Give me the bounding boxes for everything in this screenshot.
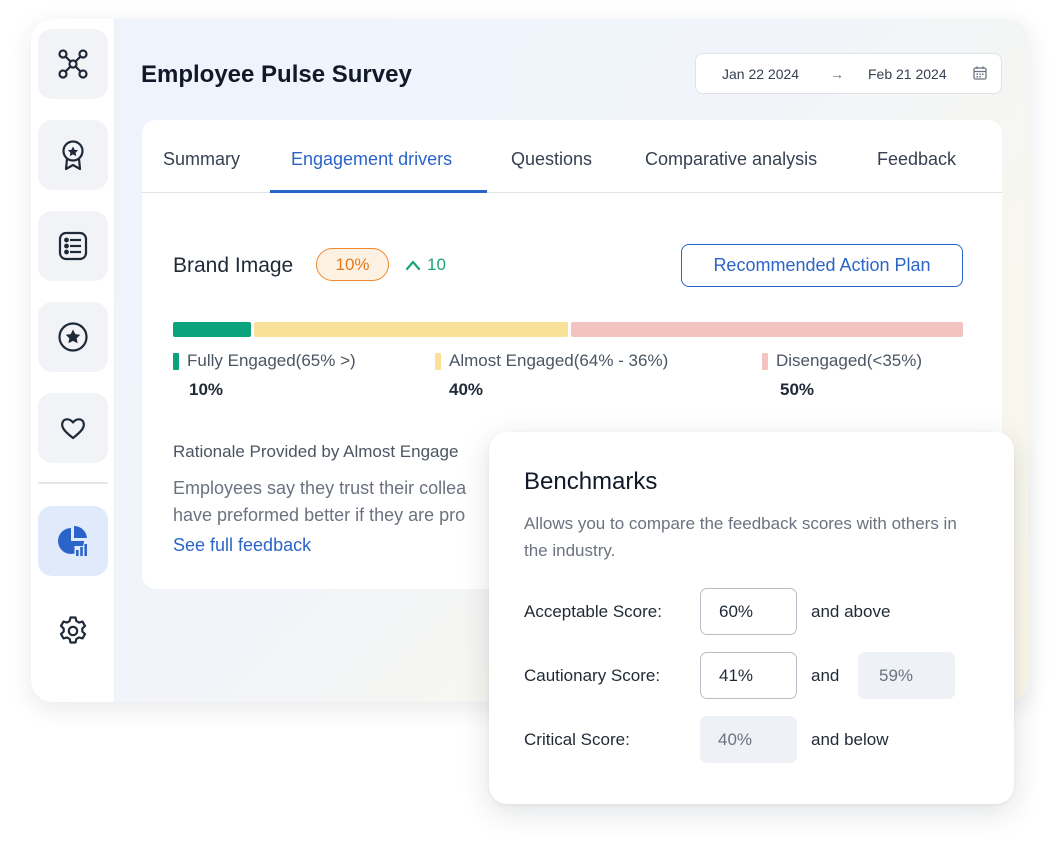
benchmarks-popover: Benchmarks Allows you to compare the fee… bbox=[489, 432, 1014, 804]
chevron-up-icon bbox=[405, 260, 421, 271]
score-badge: 10% bbox=[316, 248, 389, 281]
acceptable-score-suffix: and above bbox=[811, 602, 891, 621]
network-icon bbox=[58, 49, 88, 79]
sidebar-item-awards[interactable] bbox=[38, 120, 108, 190]
tab-feedback[interactable]: Feedback bbox=[877, 149, 957, 169]
recommended-action-plan-button[interactable]: Recommended Action Plan bbox=[681, 244, 963, 287]
legend-label: Disengaged(<35%) bbox=[776, 351, 923, 370]
legend-disengaged: Disengaged(<35%) bbox=[762, 351, 922, 371]
legend-fully-engaged: Fully Engaged(65% >) bbox=[173, 351, 356, 371]
tab-engagement-drivers[interactable]: Engagement drivers bbox=[291, 149, 453, 169]
sidebar bbox=[31, 19, 115, 702]
cautionary-upper-score: 59% bbox=[858, 652, 955, 699]
date-arrow: → bbox=[830, 65, 844, 82]
sidebar-item-list[interactable] bbox=[38, 211, 108, 281]
sidebar-item-network[interactable] bbox=[38, 29, 108, 99]
benchmarks-title: Benchmarks bbox=[524, 468, 658, 495]
award-badge-icon bbox=[62, 140, 84, 171]
date-start[interactable]: Jan 22 2024 bbox=[722, 65, 800, 82]
legend-swatch bbox=[435, 352, 441, 370]
tab-questions[interactable]: Questions bbox=[511, 149, 593, 169]
date-range-picker[interactable]: Jan 22 2024 → Feb 21 2024 bbox=[695, 53, 1002, 94]
rationale-title: Rationale Provided by Almost Engage bbox=[173, 442, 459, 461]
driver-title: Brand Image bbox=[173, 254, 294, 277]
tab-comparative-analysis[interactable]: Comparative analysis bbox=[645, 149, 818, 169]
sidebar-divider bbox=[38, 482, 108, 484]
rationale-line: have preformed better if they are pro bbox=[173, 505, 466, 525]
legend-almost-engaged: Almost Engaged(64% - 36%) bbox=[435, 351, 668, 371]
date-end[interactable]: Feb 21 2024 bbox=[868, 65, 947, 82]
cautionary-score-joiner: and bbox=[811, 666, 840, 685]
bar-segment-fully-engaged bbox=[173, 322, 251, 337]
gear-icon bbox=[59, 616, 87, 644]
sidebar-item-settings[interactable] bbox=[38, 596, 108, 666]
list-icon bbox=[58, 231, 88, 261]
legend-label: Fully Engaged(65% >) bbox=[187, 351, 356, 370]
sidebar-item-favorites[interactable] bbox=[38, 302, 108, 372]
critical-score-value: 40% bbox=[700, 716, 797, 763]
engagement-distribution-bar bbox=[173, 322, 963, 337]
legend-swatch bbox=[762, 352, 768, 370]
legend-value-almost-engaged: 40% bbox=[449, 380, 484, 399]
see-full-feedback-link[interactable]: See full feedback bbox=[173, 535, 312, 555]
active-tab-indicator bbox=[270, 190, 487, 193]
legend-value-fully-engaged: 10% bbox=[189, 380, 224, 399]
cautionary-score-label: Cautionary Score: bbox=[524, 666, 661, 685]
legend-label: Almost Engaged(64% - 36%) bbox=[449, 351, 669, 370]
acceptable-score-input[interactable]: 60% bbox=[700, 588, 797, 635]
benchmarks-description: Allows you to compare the feedback score… bbox=[524, 514, 957, 560]
analytics-chart-icon bbox=[58, 525, 89, 557]
sidebar-item-wellbeing[interactable] bbox=[38, 393, 108, 463]
trend-value: 10 bbox=[427, 255, 446, 274]
acceptable-score-label: Acceptable Score: bbox=[524, 602, 662, 621]
cautionary-score-input[interactable]: 41% bbox=[700, 652, 797, 699]
rationale-line: Employees say they trust their collea bbox=[173, 478, 467, 498]
bar-segment-disengaged bbox=[571, 322, 963, 337]
legend-swatch bbox=[173, 352, 179, 370]
legend-value-disengaged: 50% bbox=[780, 380, 815, 399]
rationale-text: Employees say they trust their collea ha… bbox=[173, 475, 953, 529]
tab-summary[interactable]: Summary bbox=[163, 149, 241, 169]
trend-indicator: 10 bbox=[405, 255, 446, 275]
page-title: Employee Pulse Survey bbox=[141, 61, 412, 88]
critical-score-label: Critical Score: bbox=[524, 730, 630, 749]
calendar-icon[interactable] bbox=[972, 65, 988, 81]
star-icon bbox=[58, 322, 88, 352]
sidebar-item-analytics[interactable] bbox=[38, 506, 108, 576]
tab-bar: Summary Engagement drivers Questions Com… bbox=[142, 120, 1002, 193]
bar-segment-almost-engaged bbox=[254, 322, 568, 337]
heart-icon bbox=[61, 418, 85, 440]
critical-score-suffix: and below bbox=[811, 730, 889, 749]
